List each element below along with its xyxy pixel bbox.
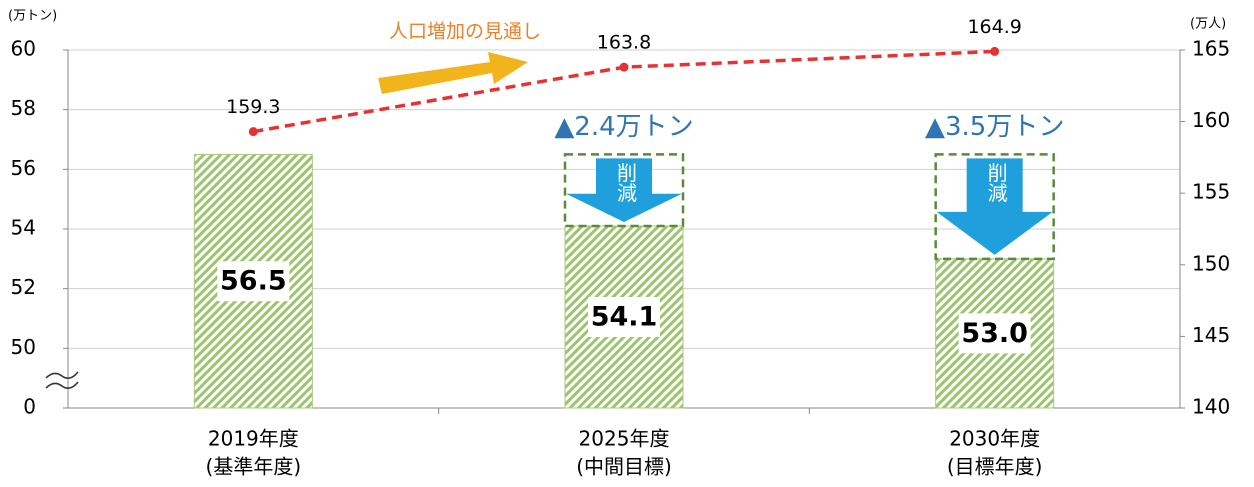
x-tick-label: 2030年度 — [949, 427, 1040, 451]
y-tick-label: 50 — [11, 335, 36, 359]
y2-tick-label: 165 — [1192, 37, 1230, 61]
x-tick-label: (目標年度) — [947, 455, 1043, 479]
y2-axis-label: (万人) — [1190, 17, 1226, 32]
reduction-label: ▲2.4万トン — [554, 112, 693, 142]
y2-tick-label: 145 — [1192, 323, 1230, 347]
y-tick-label: 60 — [11, 37, 36, 61]
reduction-box — [563, 153, 685, 228]
axis-break — [45, 371, 79, 389]
bar-label: 54.1 — [591, 302, 658, 333]
y-tick-label: 54 — [11, 216, 36, 240]
y2-tick-label: 140 — [1192, 395, 1230, 419]
line-point — [619, 62, 629, 72]
reduction-arrow — [936, 158, 1053, 255]
line-label: 159.3 — [226, 96, 280, 118]
y-tick-label: 58 — [11, 96, 36, 120]
y2-tick-label: 150 — [1192, 251, 1230, 275]
reduction-box — [934, 153, 1055, 261]
line-point — [990, 46, 1000, 56]
bar-label: 56.5 — [220, 266, 287, 297]
bar-label-box — [217, 261, 290, 302]
annotation: 人口増加の見通し — [389, 21, 541, 43]
reduction-arrow-label: 削減 — [984, 162, 1008, 202]
y-tick-label: 52 — [11, 275, 36, 299]
bar-label-box — [588, 297, 660, 338]
x-tick-label: 2019年度 — [208, 427, 299, 451]
bar-label: 53.0 — [961, 318, 1028, 349]
line-label: 163.8 — [597, 32, 651, 54]
y-axis-label: (万トン) — [8, 9, 57, 24]
bar-label-box — [958, 313, 1031, 354]
x-tick-label: (中間目標) — [576, 455, 672, 479]
reduction-arrow-label: 削減 — [614, 162, 638, 202]
y2-tick-label: 155 — [1192, 180, 1230, 204]
y-tick-label: 56 — [11, 156, 36, 180]
x-tick-label: 2025年度 — [579, 427, 670, 451]
y-tick-label: 0 — [23, 395, 36, 419]
reduction-label: ▲3.5万トン — [925, 112, 1064, 142]
line-point — [248, 127, 258, 137]
trend-arrow — [378, 52, 528, 94]
x-tick-label: (基準年度) — [206, 455, 302, 479]
reduction-arrow — [566, 158, 682, 223]
y2-tick-label: 160 — [1192, 108, 1230, 132]
line-label: 164.9 — [967, 16, 1021, 38]
